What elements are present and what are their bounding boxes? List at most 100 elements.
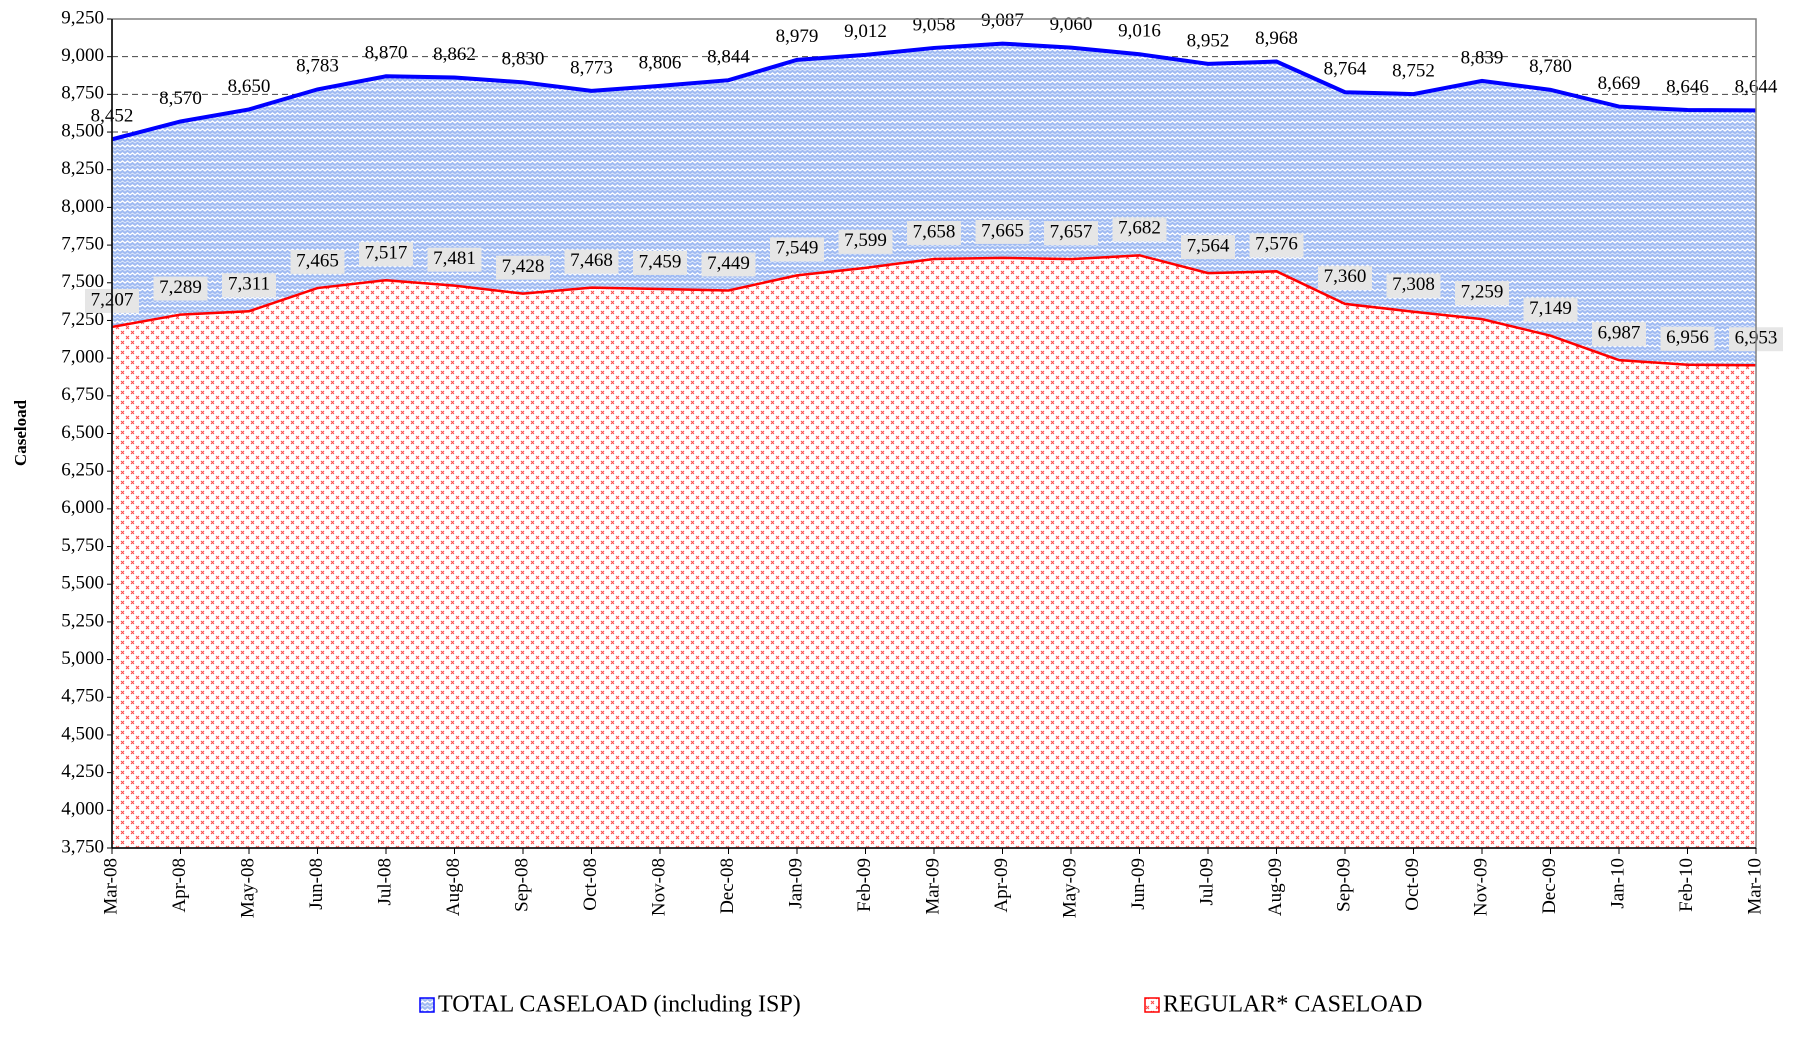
- x-tick-label: Apr-09: [991, 858, 1012, 913]
- value-label: 8,862: [433, 44, 476, 65]
- value-label: 9,012: [844, 21, 887, 42]
- value-label-bg: [1181, 235, 1235, 260]
- value-label-bg: [1455, 281, 1509, 306]
- value-label: 9,060: [1050, 14, 1093, 35]
- y-tick-label: 7,000: [61, 346, 104, 367]
- value-label: 7,459: [639, 251, 682, 272]
- y-tick-label: 3,750: [61, 836, 104, 857]
- value-label: 8,780: [1529, 56, 1572, 77]
- x-tick-label: Jun-08: [306, 858, 327, 910]
- value-label: 7,576: [1255, 234, 1298, 255]
- legend-item: TOTAL CASELOAD (including ISP): [419, 992, 801, 1018]
- value-label: 8,806: [639, 52, 682, 73]
- legend-label: TOTAL CASELOAD (including ISP): [438, 992, 801, 1018]
- value-label: 7,311: [228, 274, 270, 295]
- value-label-bg: [1386, 273, 1441, 298]
- x-tick-label: Aug-09: [1265, 858, 1286, 916]
- value-label: 6,987: [1598, 322, 1641, 343]
- value-label-bg: [564, 249, 619, 274]
- line: [111, 254, 1757, 367]
- x-tick-label: Jan-10: [1607, 858, 1628, 909]
- x-tick-label: Jan-09: [785, 858, 806, 909]
- value-label-bg: [359, 242, 413, 267]
- x-tick-label: Jul-09: [1196, 858, 1217, 906]
- x-tick-label: Oct-09: [1402, 858, 1423, 911]
- value-label: 8,783: [296, 56, 339, 77]
- value-label: 7,289: [159, 277, 202, 298]
- x-tick-label: Feb-10: [1676, 858, 1697, 912]
- value-label: 7,149: [1529, 298, 1572, 319]
- value-label-bg: [1044, 221, 1098, 246]
- value-label: 8,650: [228, 76, 271, 97]
- value-label: 9,087: [981, 10, 1024, 31]
- y-tick-label: 6,000: [61, 497, 104, 518]
- value-label: 9,016: [1118, 21, 1161, 42]
- value-label-bg: [770, 237, 824, 262]
- value-label: 7,465: [296, 250, 339, 271]
- x-tick-label: Aug-08: [443, 858, 464, 916]
- line: [111, 41, 1757, 142]
- x-tick-label: May-08: [237, 858, 258, 918]
- value-label-bg: [1592, 322, 1646, 347]
- y-tick-label: 9,000: [61, 45, 104, 66]
- value-label-bg: [633, 250, 687, 275]
- value-label-bg: [427, 247, 482, 272]
- value-label: 7,259: [1461, 281, 1504, 302]
- value-label: 7,449: [707, 253, 750, 274]
- y-tick-label: 8,750: [61, 83, 104, 104]
- value-label-bg: [838, 229, 893, 254]
- x-tick-label: Sep-09: [1333, 858, 1354, 912]
- value-label: 8,773: [570, 57, 613, 78]
- y-tick-label: 7,500: [61, 271, 104, 292]
- x-tick-label: Jun-09: [1128, 858, 1149, 910]
- value-label: 7,517: [365, 243, 408, 264]
- value-label: 8,844: [707, 47, 750, 68]
- value-label-bg: [153, 276, 208, 301]
- value-label-bg: [1318, 265, 1372, 290]
- x-tick-label: Mar-09: [922, 858, 943, 915]
- x-tick-label: Nov-09: [1470, 858, 1491, 916]
- y-tick-label: 7,250: [61, 309, 104, 330]
- value-label-bg: [496, 255, 550, 280]
- x-tick-label: May-09: [1059, 858, 1080, 918]
- x-tick-label: Nov-08: [648, 858, 669, 916]
- y-tick-label: 4,000: [61, 799, 104, 820]
- value-label: 8,952: [1187, 30, 1230, 51]
- value-label: 7,564: [1187, 235, 1230, 256]
- y-tick-label: 5,000: [61, 648, 104, 669]
- y-tick-label: 6,750: [61, 384, 104, 405]
- x-tick-label: Feb-09: [854, 858, 875, 912]
- value-label-bg: [907, 220, 961, 245]
- value-label: 8,830: [502, 49, 545, 70]
- value-label: 6,956: [1666, 327, 1709, 348]
- value-label-bg: [1249, 233, 1304, 258]
- value-label-bg: [1112, 217, 1167, 242]
- legend-swatch: [1144, 997, 1160, 1013]
- legend-label: REGULAR* CASELOAD: [1163, 992, 1422, 1018]
- legend-item: REGULAR* CASELOAD: [1144, 992, 1422, 1018]
- y-tick-label: 9,250: [61, 7, 104, 28]
- y-tick-label: 6,500: [61, 422, 104, 443]
- x-tick-label: Apr-08: [169, 858, 190, 913]
- x-tick-label: Oct-08: [580, 858, 601, 911]
- y-tick-label: 8,000: [61, 196, 104, 217]
- y-tick-label: 7,750: [61, 233, 104, 254]
- x-tick-label: Mar-08: [100, 858, 121, 915]
- value-label: 8,570: [159, 88, 202, 109]
- value-label: 8,870: [365, 43, 408, 64]
- value-label: 8,979: [776, 26, 819, 47]
- value-label-bg: [701, 252, 756, 277]
- value-label: 9,058: [913, 14, 956, 35]
- y-tick-label: 6,250: [61, 460, 104, 481]
- value-label-bg: [1523, 297, 1578, 322]
- y-tick-label: 8,250: [61, 158, 104, 179]
- value-label: 7,658: [913, 221, 956, 242]
- value-label: 8,764: [1324, 59, 1367, 80]
- x-tick-label: Dec-09: [1539, 858, 1560, 914]
- x-tick-label: Sep-08: [511, 858, 532, 912]
- value-label: 8,646: [1666, 76, 1709, 97]
- value-label: 7,308: [1392, 274, 1435, 295]
- area: [111, 254, 1757, 849]
- value-label: 7,682: [1118, 218, 1161, 239]
